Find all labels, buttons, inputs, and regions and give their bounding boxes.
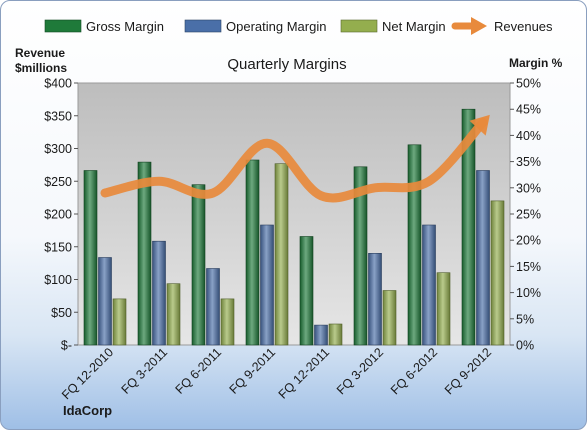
revenue-line [100,117,488,203]
right-axis-ticks: 0% 5% 10% 15% 20% 25% 30% 35% 40% 45% 50% [510,77,541,353]
company-name: IdaCorp [63,403,112,418]
x-tick-label: FQ 3-2011 [119,345,171,397]
right-tick-label: 45% [516,103,541,117]
right-tick-label: 20% [516,234,541,248]
net-margin-legend-swatch [340,19,378,33]
left-tick-label: $200 [44,208,72,222]
left-tick-label: $350 [44,109,72,123]
gross-margin-bar [407,144,422,346]
legend-label: Net Margin [382,19,446,34]
legend: Gross Margin Operating Margin Net Margin Re… [44,17,553,35]
gross-margin-bar [461,108,476,346]
right-tick-label: 35% [516,155,541,169]
legend-label: Gross Margin [86,19,164,34]
legend-label: Revenues [494,19,553,34]
operating-margin-bar [206,268,220,346]
left-axis-title-line1: Revenue [15,46,65,60]
left-tick-label: $100 [44,273,72,287]
right-tick-label: 15% [516,260,541,274]
x-tick-label: FQ 3-2012 [334,345,386,397]
chart-title: Quarterly Margins [227,56,346,73]
net-margin-bar [166,283,181,346]
net-margin-bar [490,200,505,346]
x-tick-label: FQ 12-2010 [59,345,116,402]
left-tick-label: $400 [44,77,72,91]
right-tick-label: 50% [516,77,541,91]
operating-margin-bar [98,257,112,346]
net-margin-bar [382,290,397,346]
right-axis-title: Margin % [509,56,563,70]
left-tick-label: $150 [44,240,72,254]
left-tick-label: $50 [51,306,72,320]
net-margin-bar [220,298,235,346]
right-tick-label: 40% [516,129,541,143]
x-axis-ticks: FQ 12-2010 FQ 3-2011 FQ 6-2011 FQ 9-2011FQ … [59,345,494,402]
operating-margin-bar [314,324,328,346]
gross-margin-bar [83,170,98,346]
left-tick-label: $300 [44,142,72,156]
operating-margin-bar [476,170,490,346]
revenue-arrowhead [469,114,490,136]
bars-layer [83,108,505,346]
net-margin-bar [274,163,289,346]
x-tick-label: FQ 9-2012 [442,345,494,397]
operating-margin-bar [260,224,274,346]
x-tick-label: FQ 9-2011 [227,345,279,397]
operating-margin-bar [152,240,166,346]
legend-label: Operating Margin [226,19,326,34]
gross-margin-bar [137,161,152,346]
operating-margin-bar [422,224,436,346]
right-tick-label: 10% [516,286,541,300]
gross-margin-bar [191,184,206,346]
right-tick-label: 5% [516,312,534,326]
net-margin-bar [328,323,343,346]
gross-margin-legend-swatch [44,19,82,33]
gross-margin-bar [245,159,260,346]
net-margin-bar [436,272,451,346]
gross-margin-bar [299,236,314,346]
right-tick-label: 0% [516,339,534,353]
x-tick-label: FQ 6-2012 [388,345,440,397]
x-tick-label: FQ 6-2011 [173,345,225,397]
revenues-legend-arrow [471,17,487,35]
left-axis-ticks: $- $50 $100 $150 $200 $250 $300 $350 $400 [44,77,78,353]
net-margin-bar [112,298,127,346]
x-tick-label: FQ 12-2011 [276,345,332,401]
left-tick-label: $250 [44,175,72,189]
left-axis-title-line2: $millions [15,61,67,75]
operating-margin-legend-swatch [184,19,222,33]
left-tick-label: $- [61,339,72,353]
revenue-line-layer [100,114,490,203]
operating-margin-bar [368,253,382,346]
right-tick-label: 30% [516,181,541,195]
right-tick-label: 25% [516,208,541,222]
gross-margin-bar [353,166,368,346]
